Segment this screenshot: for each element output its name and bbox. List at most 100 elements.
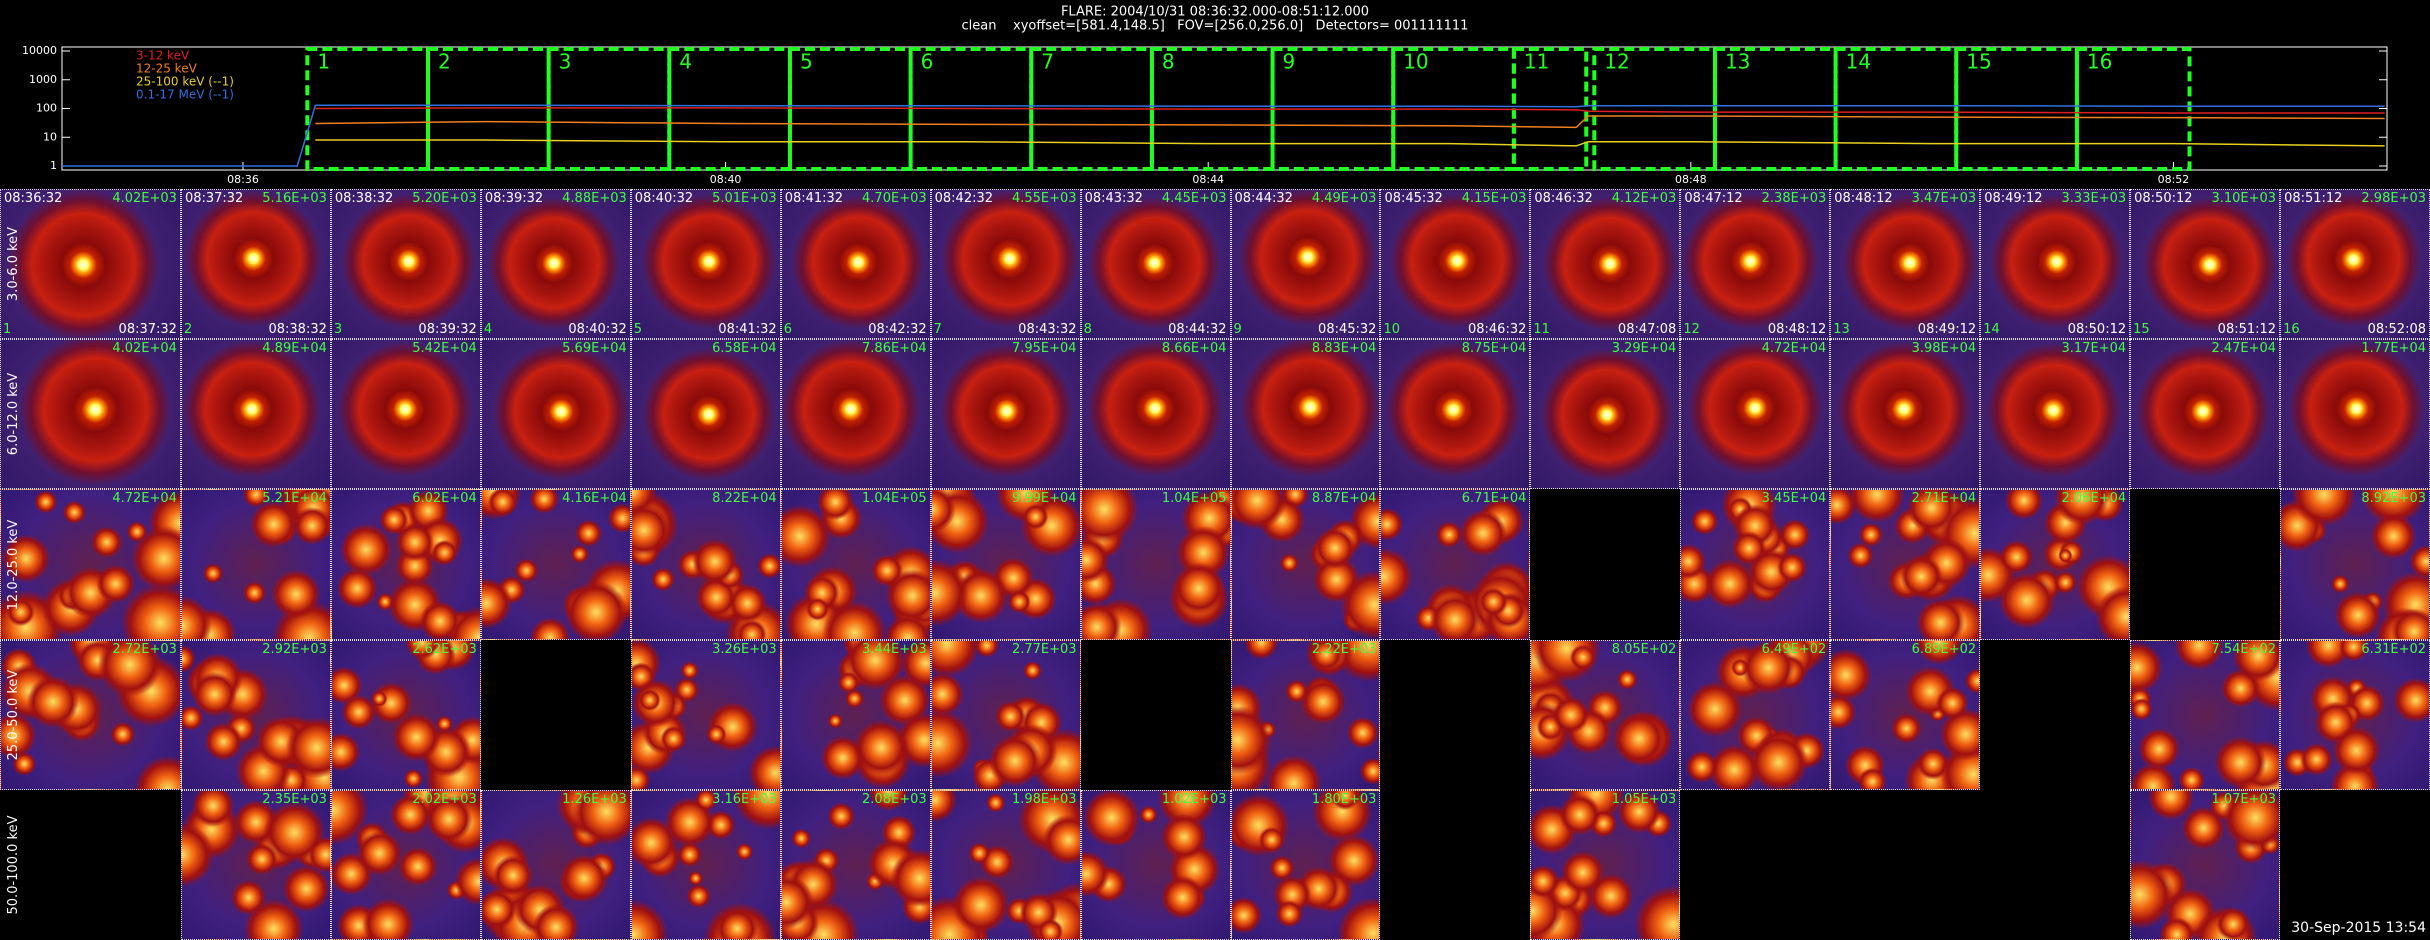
max-value: 4.45E+03 (1161, 191, 1227, 206)
interval-index: 2 (183, 322, 193, 338)
image-tile: 2.72E+03 (0, 639, 181, 790)
image-tile: 1.77E+04 (2280, 339, 2430, 490)
max-value: 4.02E+03 (112, 191, 177, 206)
interval-index: 6 (783, 322, 792, 338)
row-label: 3.0-6.0 keV (6, 227, 21, 302)
interval-number: 4 (679, 50, 692, 74)
end-time: 08:51:12 (2217, 322, 2277, 338)
image-tile: 1.04E+05 (1080, 489, 1231, 640)
max-value: 3.29E+04 (1611, 341, 1677, 357)
image-tile: 6.02E+04 (330, 489, 481, 640)
image-tile: 4.72E+04 (1680, 339, 1831, 490)
max-value: 1.04E+05 (862, 491, 927, 507)
max-value: 6.89E+02 (1911, 641, 1977, 657)
end-time: 08:50:12 (2067, 322, 2127, 338)
series-line (315, 107, 2385, 114)
image-tile: 7.95E+04 (930, 339, 1081, 490)
image-tile: 1.04E+05 (780, 489, 931, 640)
interval-index: 8 (1083, 322, 1092, 338)
max-value: 1.07E+03 (2211, 791, 2277, 807)
max-value: 2.47E+04 (2211, 341, 2277, 357)
image-tile: 8.22E+04 (630, 489, 781, 640)
image-tile: 4.02E+04 (0, 339, 181, 490)
footer: 30-Sep-2015 13:54 (2291, 920, 2426, 936)
max-value: 3.10E+03 (2211, 191, 2277, 206)
interval-number: 2 (438, 50, 451, 74)
end-time: 08:41:32 (718, 322, 777, 338)
interval-index: 9 (1233, 322, 1242, 338)
image-tile: 4.02E+03 08:36:32 08:37:32 1 (0, 189, 181, 340)
x-tick-label: 08:52 (2158, 173, 2190, 186)
start-time: 08:48:12 (1834, 191, 1893, 206)
end-time: 08:52:08 (2367, 322, 2426, 338)
max-value: 8.83E+04 (1311, 341, 1377, 357)
max-value: 6.31E+02 (2361, 641, 2426, 657)
max-value: 2.22E+03 (1311, 641, 1377, 657)
max-value: 9.99E+04 (1011, 491, 1077, 507)
image-tile: 4.45E+03 08:43:32 08:44:32 8 (1080, 189, 1231, 340)
max-value: 6.58E+04 (712, 341, 777, 357)
y-tick-label: 10 (43, 130, 57, 143)
max-value: 4.02E+04 (112, 341, 177, 357)
image-tile: 4.15E+03 08:45:32 08:46:32 10 (1380, 189, 1531, 340)
image-tile: 6.58E+04 (630, 339, 781, 490)
max-value: 2.72E+03 (112, 641, 177, 657)
interval-number: 5 (800, 50, 813, 74)
interval-index: 7 (933, 322, 942, 338)
max-value: 3.44E+03 (862, 641, 927, 657)
max-value: 1.77E+04 (2361, 341, 2426, 357)
row-label: 50.0-100.0 keV (6, 815, 21, 915)
image-tile: 8.66E+04 (1080, 339, 1231, 490)
y-tick-label: 10000 (22, 44, 57, 57)
interval-number: 12 (1604, 50, 1629, 74)
max-value: 7.95E+04 (1011, 341, 1077, 357)
image-tile: 8.87E+04 (1230, 489, 1381, 640)
end-time: 08:49:12 (1917, 322, 1977, 338)
image-tile: 2.47E+04 (2130, 339, 2281, 490)
image-tile: 1.26E+03 (480, 789, 631, 940)
image-tile: 5.21E+04 (180, 489, 331, 640)
max-value: 5.69E+04 (562, 341, 627, 357)
interval-number: 16 (2087, 50, 2112, 74)
max-value: 1.26E+03 (562, 791, 627, 807)
image-tile: 2.06E+04 (1980, 489, 2131, 640)
image-tile: 2.98E+03 08:51:12 08:52:08 16 (2280, 189, 2430, 340)
start-time: 08:43:32 (1084, 191, 1143, 206)
image-tile: 3.10E+03 08:50:12 08:51:12 15 (2130, 189, 2281, 340)
max-value: 4.89E+04 (262, 341, 327, 357)
max-value: 3.47E+03 (1911, 191, 1977, 206)
max-value: 2.02E+03 (412, 791, 477, 807)
max-value: 2.06E+04 (2061, 491, 2127, 507)
image-tile: 1.02E+03 (1080, 789, 1231, 940)
max-value: 4.72E+04 (112, 491, 177, 507)
image-tile: 6.89E+02 (1830, 639, 1981, 790)
end-time: 08:40:32 (568, 322, 627, 338)
image-tile: 9.99E+04 (930, 489, 1081, 640)
interval-index: 12 (1683, 322, 1700, 338)
interval-index: 4 (483, 322, 493, 338)
interval-index: 3 (333, 322, 343, 338)
legend-entry: 12-25 keV (136, 62, 198, 76)
image-tile: 2.02E+03 (330, 789, 481, 940)
image-tile: 6.31E+02 (2280, 639, 2430, 790)
series-line (62, 104, 2385, 167)
max-value: 8.92E+03 (2361, 491, 2426, 507)
x-tick-label: 08:36 (227, 173, 259, 186)
max-value: 8.22E+04 (712, 491, 777, 507)
max-value: 3.17E+04 (2061, 341, 2127, 357)
max-value: 8.75E+04 (1461, 341, 1527, 357)
interval-number: 9 (1283, 50, 1296, 74)
interval-number: 13 (1725, 50, 1750, 74)
image-tile: 7.54E+02 (2130, 639, 2281, 790)
interval-number: 7 (1041, 50, 1054, 74)
image-tile: 8.92E+03 (2280, 489, 2430, 640)
end-time: 08:48:12 (1767, 322, 1827, 338)
image-tile: 5.69E+04 (480, 339, 631, 490)
image-tile: 3.26E+03 (630, 639, 781, 790)
interval-index: 10 (1383, 322, 1400, 338)
start-time: 08:50:12 (2134, 191, 2193, 206)
max-value: 3.98E+04 (1911, 341, 1977, 357)
max-value: 1.02E+03 (1161, 791, 1227, 807)
image-tile: 4.55E+03 08:42:32 08:43:32 7 (930, 189, 1081, 340)
max-value: 2.98E+03 (2361, 191, 2426, 206)
